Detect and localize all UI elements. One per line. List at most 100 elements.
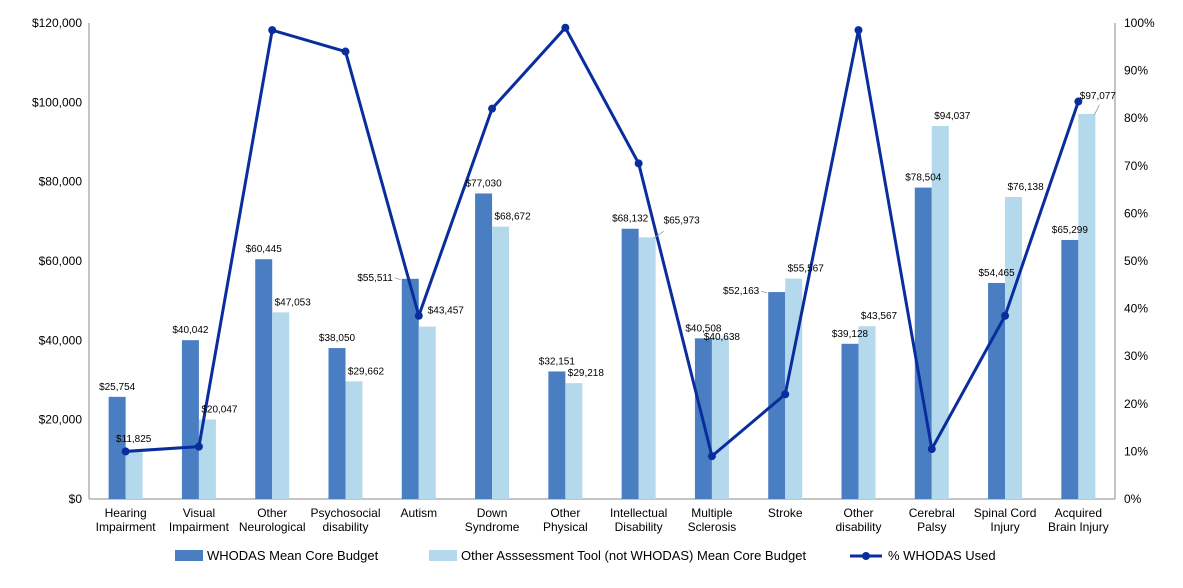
x-category-label: Spinal Cord Injury	[974, 506, 1037, 534]
bar-other-tool	[492, 226, 510, 499]
bar-other-tool	[1005, 196, 1023, 499]
line-point-pct-whodas	[781, 390, 790, 399]
x-category-label-line: Cerebral	[909, 506, 955, 520]
data-label-other-tool: $29,218	[568, 368, 605, 379]
legend-swatch-whodas	[175, 550, 203, 561]
x-category-label-line: Physical	[543, 520, 588, 534]
label-leader-line	[653, 230, 664, 239]
x-category-label: Other disability	[835, 506, 881, 534]
line-point-pct-whodas	[194, 442, 203, 451]
x-category-label-line: Down	[477, 506, 508, 520]
x-category-label-line: Other	[843, 506, 873, 520]
line-point-pct-whodas	[707, 452, 716, 461]
x-category-label: Stroke	[768, 506, 803, 520]
data-label-whodas: $40,042	[172, 325, 209, 336]
x-category-label: Acquired Brain Injury	[1048, 506, 1109, 534]
y-left-tick-label: $60,000	[39, 254, 83, 268]
x-category-label: Intellectual Disability	[610, 506, 667, 534]
x-category-label-line: Brain Injury	[1048, 520, 1109, 534]
data-label-other-tool: $76,138	[1007, 182, 1044, 193]
legend-label: WHODAS Mean Core Budget	[207, 548, 379, 563]
x-category-label-line: Impairment	[169, 520, 230, 534]
legend-label: % WHODAS Used	[888, 548, 996, 563]
x-category-label-line: Injury	[990, 520, 1019, 534]
data-label-other-tool: $11,825	[116, 434, 152, 445]
x-category-label: Hearing Impairment	[96, 506, 157, 534]
bar-whodas	[401, 278, 419, 499]
bar-whodas	[621, 228, 639, 499]
data-label-other-tool: $68,672	[494, 212, 531, 223]
x-category-label: Visual Impairment	[169, 506, 230, 534]
bar-whodas	[181, 340, 199, 499]
bar-other-tool	[1078, 113, 1096, 499]
x-category-label-line: Other	[257, 506, 287, 520]
data-label-whodas: $25,754	[99, 382, 136, 393]
x-category-label-line: Palsy	[917, 520, 946, 534]
bar-other-tool	[711, 337, 729, 499]
line-point-pct-whodas	[414, 311, 423, 320]
data-label-whodas: $60,445	[246, 244, 283, 255]
line-point-pct-whodas	[634, 159, 643, 168]
y-right-tick-label: 0%	[1124, 492, 1142, 506]
x-category-label-line: Psychosocial	[310, 506, 380, 520]
data-label-other-tool: $97,077	[1080, 91, 1117, 102]
bar-whodas	[841, 343, 859, 499]
data-label-whodas: $68,132	[612, 214, 649, 225]
data-label-other-tool: $47,053	[275, 297, 312, 308]
label-leader-line	[761, 290, 768, 294]
bar-other-tool	[638, 237, 656, 499]
line-point-pct-whodas	[1001, 311, 1010, 320]
y-left-tick-label: $0	[69, 492, 83, 506]
y-left-tick-label: $20,000	[39, 413, 83, 427]
data-label-other-tool: $20,047	[201, 404, 238, 415]
data-label-other-tool: $55,567	[788, 264, 825, 275]
bar-whodas	[914, 187, 932, 499]
line-point-pct-whodas	[121, 447, 130, 456]
bar-whodas	[255, 259, 273, 499]
y-right-tick-label: 40%	[1124, 302, 1148, 316]
data-label-whodas: $38,050	[319, 333, 356, 344]
bar-other-tool	[198, 419, 216, 499]
x-category-label-line: Impairment	[96, 520, 157, 534]
x-category-label-line: Intellectual	[610, 506, 667, 520]
data-label-whodas: $78,504	[905, 173, 942, 184]
data-label-other-tool: $40,638	[704, 332, 741, 343]
x-category-label: Other Neurological	[239, 506, 306, 534]
data-label-whodas: $65,299	[1052, 225, 1089, 236]
y-right-tick-label: 10%	[1124, 444, 1148, 458]
y-right-tick-label: 60%	[1124, 206, 1148, 220]
x-category-label-line: Stroke	[768, 506, 803, 520]
y-right-tick-label: 80%	[1124, 111, 1148, 125]
x-category-label-line: Autism	[400, 506, 437, 520]
line-point-pct-whodas	[561, 23, 570, 32]
data-label-whodas: $32,151	[539, 356, 576, 367]
data-label-whodas: $77,030	[465, 178, 502, 189]
x-category-label-line: disability	[835, 520, 881, 534]
bar-other-tool	[858, 326, 876, 499]
data-label-other-tool: $65,973	[664, 215, 701, 226]
x-category-label-line: Visual	[183, 506, 215, 520]
x-category-label: Other Physical	[543, 506, 588, 534]
data-label-whodas: $40,508	[685, 323, 722, 334]
y-left-tick-label: $40,000	[39, 333, 83, 347]
bar-other-tool	[418, 326, 436, 499]
y-right-tick-label: 70%	[1124, 159, 1148, 173]
bar-other-tool	[931, 125, 949, 499]
y-left-tick-label: $80,000	[39, 175, 83, 189]
x-category-label-line: Hearing	[105, 506, 147, 520]
bar-whodas	[768, 292, 786, 499]
x-category-label-line: Syndrome	[465, 520, 520, 534]
x-category-label-line: disability	[322, 520, 368, 534]
line-pct-whodas	[125, 26, 1080, 458]
y-right-tick-label: 50%	[1124, 254, 1148, 268]
x-category-label-line: Disability	[615, 520, 663, 534]
x-category-label: Cerebral Palsy	[909, 506, 955, 534]
line-point-pct-whodas	[927, 445, 936, 454]
bar-whodas	[548, 371, 566, 499]
y-left-tick-label: $120,000	[32, 16, 82, 30]
bar-other-tool	[125, 452, 143, 499]
x-category-label-line: Sclerosis	[688, 520, 737, 534]
bar-whodas	[108, 396, 126, 499]
